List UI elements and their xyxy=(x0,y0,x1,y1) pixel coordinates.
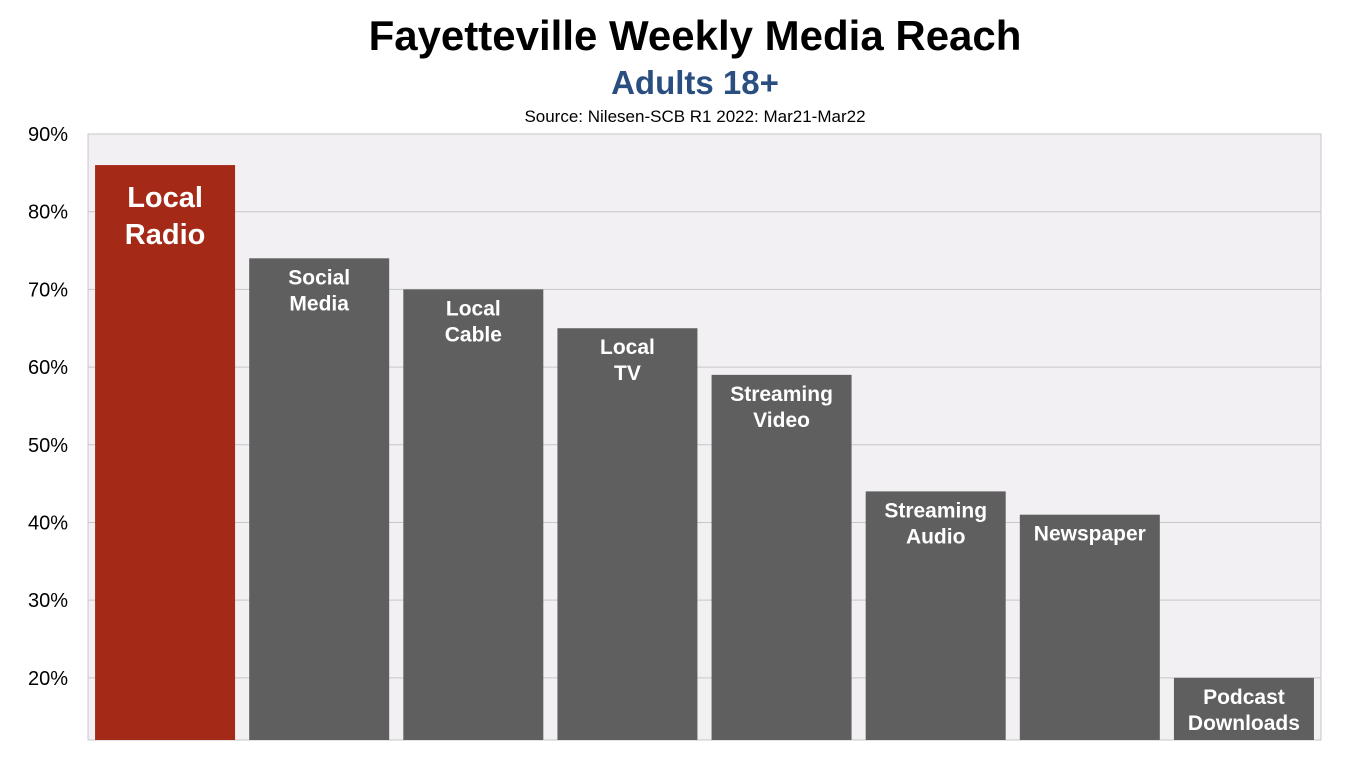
bar xyxy=(1173,677,1314,740)
bar xyxy=(95,165,236,741)
bar-label-line: Downloads xyxy=(1188,712,1300,735)
bar-label-line: Audio xyxy=(906,525,965,548)
bar-label-line: Local xyxy=(127,182,203,214)
bar-label-line: Streaming xyxy=(730,383,833,406)
bar-label: Streaming Video xyxy=(730,383,833,432)
bar xyxy=(249,258,390,740)
bar-labels: Local Radio Social Media Local Cable Local TV St… xyxy=(125,182,1300,735)
y-tick-label: 80% xyxy=(28,202,68,224)
bar-label-line: Local xyxy=(446,297,501,320)
y-tick-label: 90% xyxy=(28,124,68,146)
bar xyxy=(865,491,1006,740)
bar-label-line: Social xyxy=(288,266,350,289)
bar xyxy=(1019,514,1160,740)
bar-label: Streaming Audio xyxy=(884,499,987,548)
y-tick-label: 70% xyxy=(28,279,68,301)
bar-label: Newspaper xyxy=(1034,523,1146,546)
y-tick-label: 60% xyxy=(28,357,68,379)
chart-title: Fayetteville Weekly Media Reach xyxy=(368,12,1022,59)
bar-label: Social Media xyxy=(288,266,350,315)
bar-label-line: Local xyxy=(600,336,655,359)
bar xyxy=(403,289,544,740)
bar-label-line: Radio xyxy=(125,219,206,251)
bar-label-line: TV xyxy=(614,362,641,385)
bar-label-line: Cable xyxy=(445,323,502,346)
y-tick-label: 20% xyxy=(28,668,68,690)
bar-label: Local Radio xyxy=(125,182,206,251)
bar-label-line: Media xyxy=(289,292,349,315)
bar-label: Local Cable xyxy=(445,297,502,346)
y-axis-ticks: 20% 30% 40% 50% 60% 70% 80% 90% xyxy=(28,124,68,690)
bar-label-line: Video xyxy=(753,409,810,432)
y-tick-label: 50% xyxy=(28,435,68,457)
bar-label: Local TV xyxy=(600,336,655,385)
bar-label-line: Streaming xyxy=(884,499,987,522)
bars xyxy=(95,165,1314,741)
y-tick-label: 30% xyxy=(28,590,68,612)
bar-label-line: Newspaper xyxy=(1034,523,1146,546)
chart-source: Source: Nilesen-SCB R1 2022: Mar21-Mar22 xyxy=(524,107,866,126)
bar xyxy=(711,374,852,740)
bar-label-line: Podcast xyxy=(1203,686,1285,709)
bar-label: Podcast Downloads xyxy=(1188,686,1300,735)
y-tick-label: 40% xyxy=(28,512,68,534)
bar xyxy=(557,328,698,740)
chart-subtitle: Adults 18+ xyxy=(611,64,779,101)
